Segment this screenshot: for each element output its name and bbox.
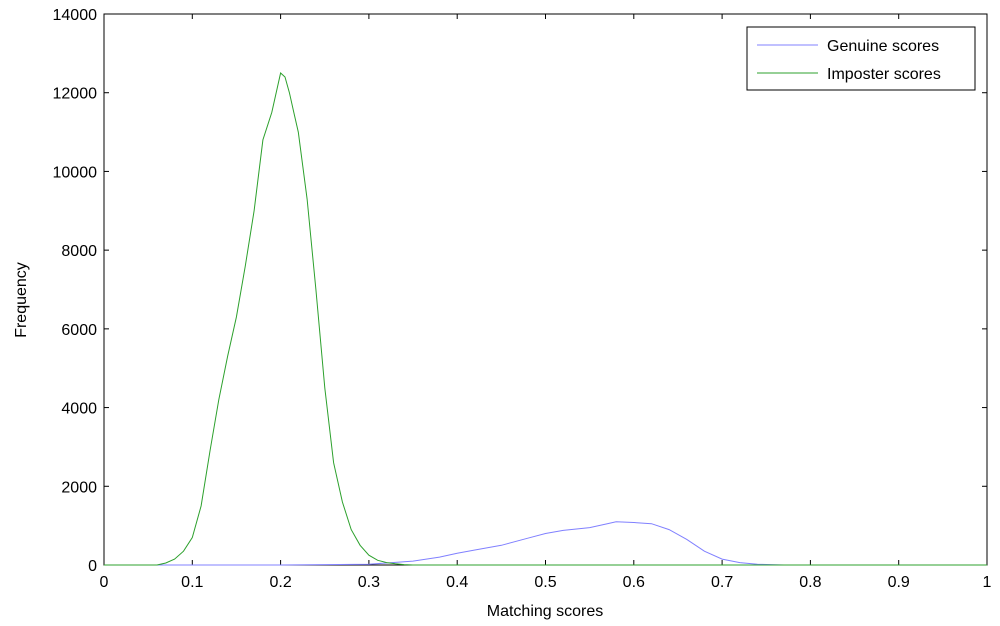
y-tick-label: 2000 [61, 479, 97, 496]
y-axis-label: Frequency [13, 262, 30, 338]
y-tick-label: 8000 [61, 243, 97, 260]
series-layer [104, 72, 987, 566]
x-tick-label: 0.7 [711, 574, 733, 591]
legend: Genuine scores Imposter scores [746, 26, 976, 91]
y-tick-label: 14000 [53, 7, 98, 24]
x-tick-label: 0.1 [181, 574, 203, 591]
y-tick-label: 4000 [61, 401, 97, 418]
plot-frame [103, 13, 988, 566]
x-tick-label: 1 [983, 574, 992, 591]
x-tick-label: 0 [100, 574, 109, 591]
series-line-imposter [104, 72, 987, 566]
x-tick-label: 0.3 [358, 574, 380, 591]
y-tick-label: 10000 [53, 164, 98, 181]
x-axis-label: Matching scores [487, 603, 604, 620]
legend-box [746, 26, 976, 91]
x-tick-label: 0.2 [269, 574, 291, 591]
x-tick-label: 0.9 [888, 574, 910, 591]
legend-label-genuine: Genuine scores [827, 38, 939, 55]
y-tick-label: 6000 [61, 322, 97, 339]
y-axis-ticks: 0 2000 4000 6000 8000 10000 12000 14000 [53, 7, 987, 575]
x-tick-label: 0.5 [534, 574, 556, 591]
y-tick-label: 0 [88, 558, 97, 575]
x-tick-label: 0.8 [799, 574, 821, 591]
series-line-genuine [104, 521, 987, 566]
x-tick-label: 0.4 [446, 574, 468, 591]
legend-label-imposter: Imposter scores [827, 66, 941, 83]
y-tick-label: 12000 [53, 86, 98, 103]
x-tick-label: 0.6 [623, 574, 645, 591]
x-axis-ticks: 0 0.1 0.2 0.3 0.4 0.5 0.6 0.7 0.8 0.9 1 [100, 14, 992, 591]
